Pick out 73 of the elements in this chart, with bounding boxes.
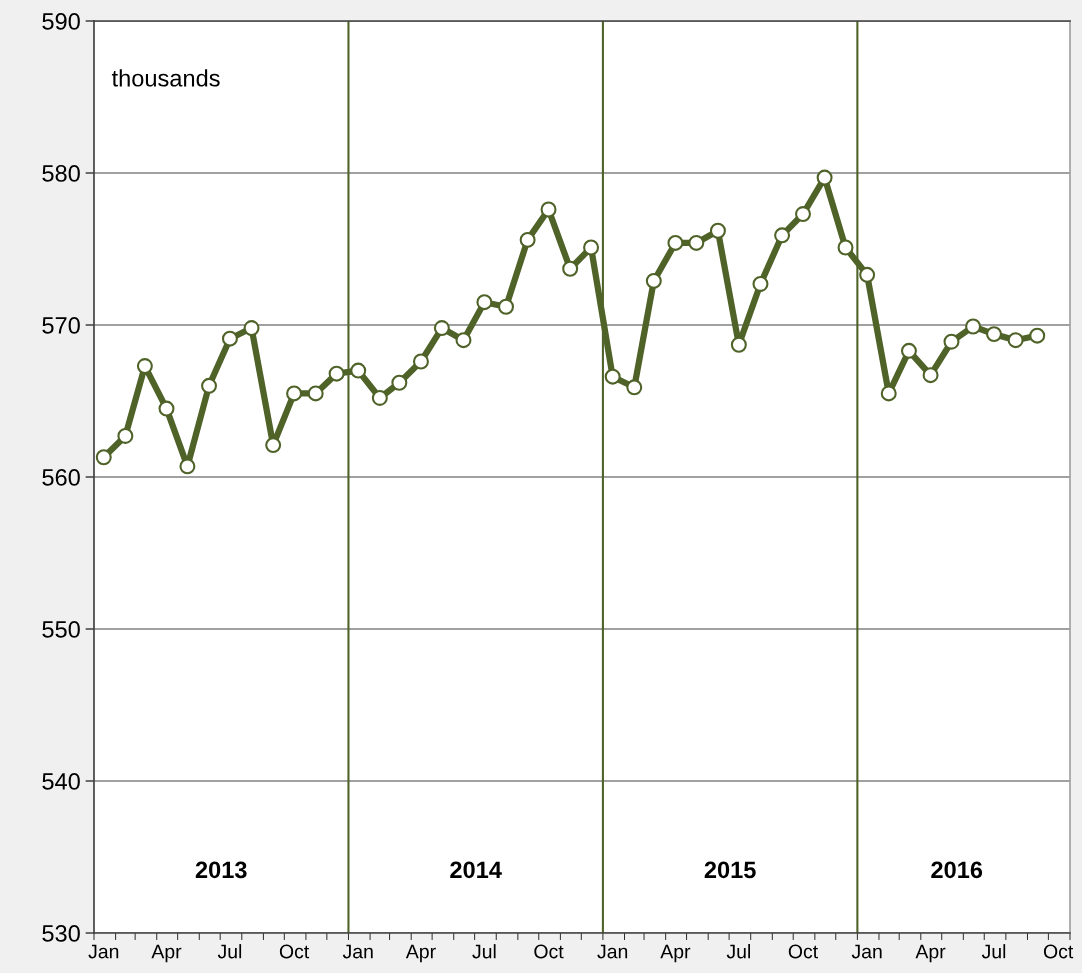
point bbox=[350, 362, 367, 379]
point bbox=[117, 427, 134, 444]
x-tick-label: Jul bbox=[726, 944, 750, 959]
x-tick-label: Jan bbox=[342, 944, 373, 959]
point bbox=[583, 239, 600, 256]
x-tick-label: Jan bbox=[88, 944, 119, 959]
point bbox=[774, 227, 791, 244]
x-tick-label: Jul bbox=[217, 944, 242, 959]
point bbox=[1007, 332, 1024, 349]
x-tick-label: Apr bbox=[405, 944, 436, 963]
annotation: 2016 bbox=[931, 861, 983, 879]
point bbox=[179, 458, 196, 475]
point bbox=[645, 272, 662, 289]
x-tick-label: Oct bbox=[788, 944, 818, 959]
x-tick-label: Jul bbox=[981, 944, 1006, 959]
point bbox=[880, 385, 897, 402]
y-tick-label: 530 bbox=[42, 925, 80, 942]
point bbox=[626, 379, 643, 396]
point bbox=[221, 330, 238, 347]
point bbox=[667, 234, 684, 251]
point bbox=[433, 320, 450, 337]
point bbox=[1029, 327, 1046, 344]
point bbox=[604, 368, 621, 385]
point bbox=[859, 266, 876, 283]
y-tick-label: 560 bbox=[42, 469, 80, 486]
point bbox=[498, 298, 514, 315]
annotation: 2013 bbox=[195, 861, 247, 879]
x-tick-label: Oct bbox=[1043, 944, 1074, 959]
point bbox=[688, 234, 705, 251]
point bbox=[730, 336, 747, 353]
point bbox=[328, 365, 345, 382]
point bbox=[752, 275, 769, 292]
x-tick-label: Oct bbox=[279, 944, 310, 959]
x-tick-label: Oct bbox=[534, 944, 564, 959]
y-tick-label: 570 bbox=[42, 317, 80, 334]
point bbox=[158, 400, 175, 417]
point bbox=[476, 294, 493, 311]
point bbox=[391, 374, 408, 391]
point bbox=[837, 239, 854, 256]
y-tick-label: 550 bbox=[42, 621, 80, 638]
point bbox=[519, 231, 536, 248]
point bbox=[371, 389, 388, 406]
point bbox=[412, 353, 429, 370]
point bbox=[795, 206, 811, 223]
x-tick-label: Apr bbox=[151, 944, 182, 963]
point bbox=[136, 358, 153, 375]
point bbox=[943, 333, 960, 350]
point bbox=[307, 385, 324, 402]
x-tick-label: Apr bbox=[660, 944, 691, 963]
x-tick-label: Jul bbox=[472, 944, 496, 959]
point bbox=[965, 318, 982, 335]
point bbox=[709, 222, 726, 239]
x-tick-label: Jan bbox=[851, 944, 882, 959]
y-tick-label: 580 bbox=[42, 165, 80, 182]
point bbox=[201, 377, 218, 394]
x-tick-label: Jan bbox=[597, 944, 628, 959]
point bbox=[265, 437, 282, 454]
point bbox=[540, 201, 557, 218]
point bbox=[562, 260, 579, 277]
point bbox=[816, 169, 833, 186]
point bbox=[922, 367, 939, 384]
point bbox=[455, 332, 472, 349]
y-tick-label: 540 bbox=[42, 773, 80, 790]
x-tick-label: Apr bbox=[915, 944, 946, 963]
y-tick-label: 590 bbox=[42, 13, 80, 30]
point bbox=[900, 342, 917, 359]
point bbox=[986, 326, 1002, 343]
point bbox=[95, 449, 112, 466]
annotation: 2015 bbox=[704, 861, 756, 879]
annotation: thousands bbox=[111, 69, 220, 87]
point bbox=[243, 320, 260, 337]
point bbox=[286, 385, 303, 402]
annotation: 2014 bbox=[450, 861, 502, 879]
